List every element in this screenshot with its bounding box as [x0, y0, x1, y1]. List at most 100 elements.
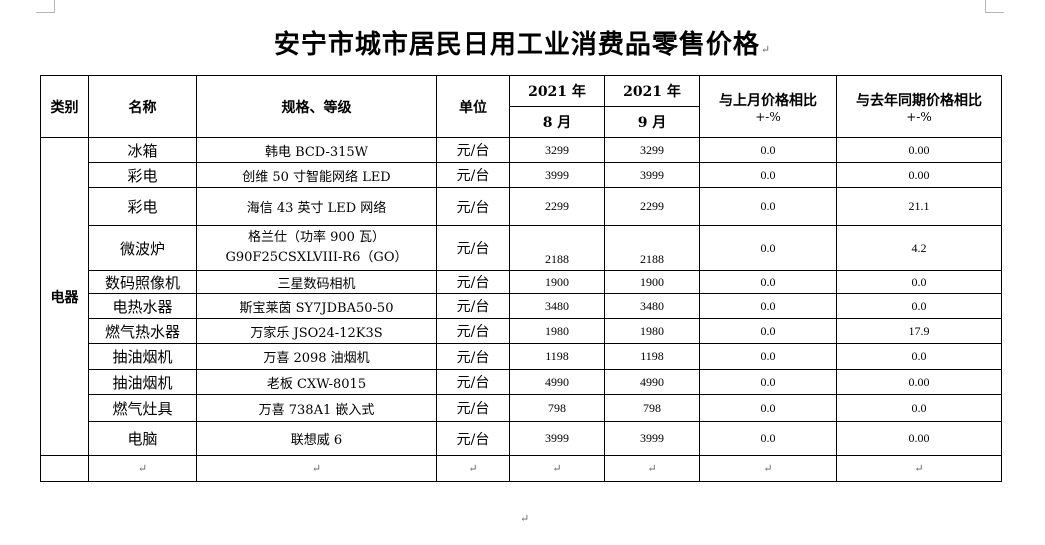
price-sep: 3999 — [604, 162, 700, 188]
change-yoy: 17.9 — [836, 318, 1002, 344]
table-row: 燃气灶具 万喜 738A1 嵌入式 元/台 798 798 0.0 0.0 — [41, 394, 1002, 422]
price-table: 类别 名称 规格、等级 单位 2021 年 2021 年 与上月价格相比 +-%… — [40, 75, 1002, 482]
price-aug: 1900 — [509, 270, 605, 294]
header-subrow: 8 月 9 月 — [41, 106, 1002, 138]
paragraph-mark-icon: ↵ — [760, 43, 772, 56]
item-unit: 元/台 — [436, 162, 510, 188]
change-yoy: 0.0 — [836, 343, 1002, 370]
item-name: 电热水器 — [88, 293, 197, 319]
title-text: 安宁市城市居民日用工业消费品零售价格 — [273, 30, 760, 60]
header-month-sep: 9 月 — [604, 106, 700, 138]
item-name: 彩电 — [88, 187, 197, 226]
change-mom: 0.0 — [699, 318, 837, 344]
item-spec: 老板 CXW-8015 — [196, 369, 437, 395]
empty-cell: ↵ — [436, 455, 510, 482]
price-sep: 2188 — [604, 225, 700, 271]
change-yoy: 0.00 — [836, 421, 1002, 456]
table-row: 电器 冰箱 韩电 BCD-315W 元/台 3299 3299 0.0 0.00 — [40, 137, 1002, 456]
change-yoy: 21.1 — [836, 187, 1002, 226]
item-spec: 斯宝莱茵 SY7JDBA50-50 — [196, 293, 437, 319]
price-aug: 798 — [509, 394, 605, 422]
header-yoy-unit: +-% — [906, 109, 932, 124]
change-mom: 0.0 — [699, 137, 837, 163]
change-mom: 0.0 — [699, 270, 837, 294]
item-name: 抽油烟机 — [88, 343, 197, 370]
change-mom: 0.0 — [699, 187, 837, 226]
item-unit: 元/台 — [436, 421, 510, 456]
price-sep: 4990 — [604, 369, 700, 395]
item-unit: 元/台 — [436, 369, 510, 395]
item-spec-line1: 格兰仕（功率 900 瓦） — [247, 230, 386, 245]
change-mom: 0.0 — [699, 421, 837, 456]
price-aug: 3999 — [509, 421, 605, 456]
item-unit: 元/台 — [436, 270, 510, 294]
header-year-aug: 2021 年 — [509, 75, 605, 107]
item-unit: 元/台 — [436, 318, 510, 344]
change-mom: 0.0 — [699, 293, 837, 319]
item-spec: 格兰仕（功率 900 瓦） G90F25CSXLVIII-R6（GO） — [196, 225, 437, 271]
price-aug: 2188 — [509, 225, 605, 271]
price-aug: 4990 — [509, 369, 605, 395]
change-mom: 0.0 — [699, 369, 837, 395]
item-spec: 万喜 738A1 嵌入式 — [196, 394, 437, 422]
table-row: 燃气热水器 万家乐 JSO24-12K3S 元/台 1980 1980 0.0 17.9 — [41, 318, 1002, 344]
header-mom-title: 与上月价格相比 — [719, 92, 817, 109]
table-row: 彩电 海信 43 英寸 LED 网络 元/台 2299 2299 0.0 21.1 — [41, 187, 1002, 226]
item-name: 电脑 — [88, 421, 197, 456]
change-yoy: 0.0 — [836, 293, 1002, 319]
empty-cell — [40, 455, 89, 482]
header-mom: 与上月价格相比 +-% — [699, 75, 837, 138]
price-aug: 2299 — [509, 187, 605, 226]
item-name: 抽油烟机 — [88, 369, 197, 395]
price-sep: 2299 — [604, 187, 700, 226]
table-row: 彩电 创维 50 寸智能网络 LED 元/台 3999 3999 0.0 0.00 — [41, 162, 1002, 188]
change-yoy: 4.2 — [836, 225, 1002, 271]
category-cell: 电器 — [40, 137, 89, 456]
empty-cell: ↵ — [836, 455, 1002, 482]
price-sep: 1900 — [604, 270, 700, 294]
price-aug: 1980 — [509, 318, 605, 344]
change-yoy: 0.00 — [836, 162, 1002, 188]
item-spec: 万喜 2098 油烟机 — [196, 343, 437, 370]
price-aug: 1198 — [509, 343, 605, 370]
table-row: 电脑 联想威 6 元/台 3999 3999 0.0 0.00 — [41, 421, 1002, 456]
item-spec: 韩电 BCD-315W — [196, 137, 437, 163]
crop-mark-top-left — [36, 0, 55, 13]
item-unit: 元/台 — [436, 343, 510, 370]
header-row: 类别 名称 规格、等级 单位 2021 年 2021 年 与上月价格相比 +-%… — [40, 75, 1002, 138]
empty-cell: ↵ — [604, 455, 700, 482]
item-unit: 元/台 — [436, 394, 510, 422]
price-sep: 1198 — [604, 343, 700, 370]
empty-cell: ↵ — [699, 455, 837, 482]
change-yoy: 0.00 — [836, 137, 1002, 163]
item-unit: 元/台 — [436, 187, 510, 226]
document-title: 安宁市城市居民日用工业消费品零售价格↵ — [0, 24, 1045, 61]
paragraph-mark-icon: ↵ — [520, 512, 530, 525]
change-mom: 0.0 — [699, 394, 837, 422]
price-sep: 3299 — [604, 137, 700, 163]
header-spec: 规格、等级 — [196, 75, 437, 138]
item-name: 燃气热水器 — [88, 318, 197, 344]
price-sep: 3999 — [604, 421, 700, 456]
change-yoy: 0.00 — [836, 369, 1002, 395]
table-row: 电热水器 斯宝莱茵 SY7JDBA50-50 元/台 3480 3480 0.0 0.0 — [41, 293, 1002, 319]
header-category: 类别 — [40, 75, 89, 138]
item-name: 燃气灶具 — [88, 394, 197, 422]
item-spec-line2: G90F25CSXLVIII-R6（GO） — [225, 250, 408, 265]
item-spec: 创维 50 寸智能网络 LED — [196, 162, 437, 188]
item-spec: 万家乐 JSO24-12K3S — [196, 318, 437, 344]
header-yoy-title: 与去年同期价格相比 — [856, 92, 982, 109]
item-spec: 海信 43 英寸 LED 网络 — [196, 187, 437, 226]
empty-row: ↵ ↵ ↵ ↵ ↵ ↵ ↵ — [40, 455, 1002, 482]
change-mom: 0.0 — [699, 162, 837, 188]
item-name: 数码照像机 — [88, 270, 197, 294]
item-spec: 三星数码相机 — [196, 270, 437, 294]
crop-mark-top-right — [985, 0, 1004, 13]
price-aug: 3999 — [509, 162, 605, 188]
empty-cell: ↵ — [196, 455, 437, 482]
item-unit: 元/台 — [436, 137, 510, 163]
item-name: 彩电 — [88, 162, 197, 188]
header-yoy: 与去年同期价格相比 +-% — [836, 75, 1002, 138]
change-mom: 0.0 — [699, 343, 837, 370]
header-name: 名称 — [88, 75, 197, 138]
